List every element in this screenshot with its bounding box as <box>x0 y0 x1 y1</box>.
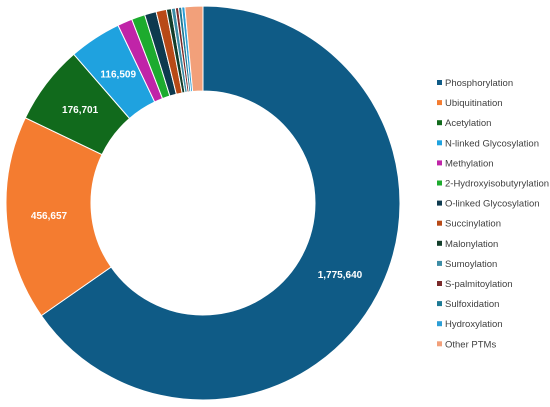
legend-swatch-sumoylation <box>437 260 442 266</box>
legend-item-sumoylation: Sumoylation <box>437 259 497 270</box>
legend-swatch-succinylation <box>437 220 442 226</box>
legend-label-other-ptms: Other PTMs <box>445 339 496 350</box>
legend-swatch-other-ptms <box>437 341 442 347</box>
legend-swatch-o-linked-glycosylation <box>437 200 442 206</box>
legend-swatch-phosphorylation <box>437 80 442 85</box>
legend-item-n-linked-glycosylation: N-linked Glycosylation <box>437 138 539 149</box>
legend-label-hydroxylation: Hydroxylation <box>445 319 503 330</box>
legend-label-succinylation: Succinylation <box>445 219 501 230</box>
legend-item-malonylation: Malonylation <box>437 239 498 250</box>
legend-swatch-sulfoxidation <box>437 301 442 307</box>
legend-swatch-methylation <box>437 160 442 166</box>
data-label-acetylation: 176,701 <box>62 105 99 116</box>
slice-other-ptms <box>184 5 204 93</box>
legend-item-2-hydroxyisobutyrylation: 2-Hydroxyisobutyrylation <box>437 179 549 190</box>
legend-item-sulfoxidation: Sulfoxidation <box>437 299 499 310</box>
legend-label-sulfoxidation: Sulfoxidation <box>445 299 499 310</box>
data-label-n-linked-glycosylation: 116,509 <box>100 69 136 80</box>
legend-label-n-linked-glycosylation: N-linked Glycosylation <box>445 138 539 149</box>
legend-item-phosphorylation: Phosphorylation <box>437 78 513 89</box>
legend-item-s-palmitoylation: S-palmitoylation <box>437 279 513 290</box>
legend-item-o-linked-glycosylation: O-linked Glycosylation <box>437 199 540 210</box>
slice-phosphorylation <box>40 5 401 401</box>
legend-item-acetylation: Acetylation <box>437 118 491 129</box>
legend-label-sumoylation: Sumoylation <box>445 259 497 270</box>
legend-item-other-ptms: Other PTMs <box>437 339 496 350</box>
data-label-phosphorylation: 1,775,640 <box>318 270 363 281</box>
legend-label-o-linked-glycosylation: O-linked Glycosylation <box>445 199 540 210</box>
legend-item-hydroxylation: Hydroxylation <box>437 319 503 330</box>
legend-swatch-s-palmitoylation <box>437 281 442 286</box>
legend-swatch-hydroxylation <box>437 321 442 327</box>
legend-swatch-2-hydroxyisobutyrylation <box>437 180 442 186</box>
legend-swatch-n-linked-glycosylation <box>437 140 442 146</box>
legend-label-acetylation: Acetylation <box>445 118 491 129</box>
legend-swatch-ubiquitination <box>437 100 442 106</box>
legend-item-ubiquitination: Ubiquitination <box>437 98 503 109</box>
legend-label-methylation: Methylation <box>445 158 494 169</box>
legend-label-malonylation: Malonylation <box>445 239 498 250</box>
donut-data-labels: 1,775,640 456,657 176,701 116,509 <box>31 69 363 281</box>
legend-label-ubiquitination: Ubiquitination <box>445 98 503 109</box>
legend-item-methylation: Methylation <box>437 158 494 169</box>
legend-label-phosphorylation: Phosphorylation <box>445 78 513 89</box>
legend-item-succinylation: Succinylation <box>437 219 501 230</box>
legend-label-s-palmitoylation: S-palmitoylation <box>445 279 513 290</box>
legend-label-2-hydroxyisobutyrylation: 2-Hydroxyisobutyrylation <box>445 179 549 190</box>
legend-swatch-malonylation <box>437 240 442 246</box>
chart-legend: Phosphorylation Ubiquitination Acetylation… <box>437 78 549 350</box>
data-label-ubiquitination: 456,657 <box>31 211 68 222</box>
donut-slices <box>5 5 401 401</box>
legend-swatch-acetylation <box>437 120 442 126</box>
